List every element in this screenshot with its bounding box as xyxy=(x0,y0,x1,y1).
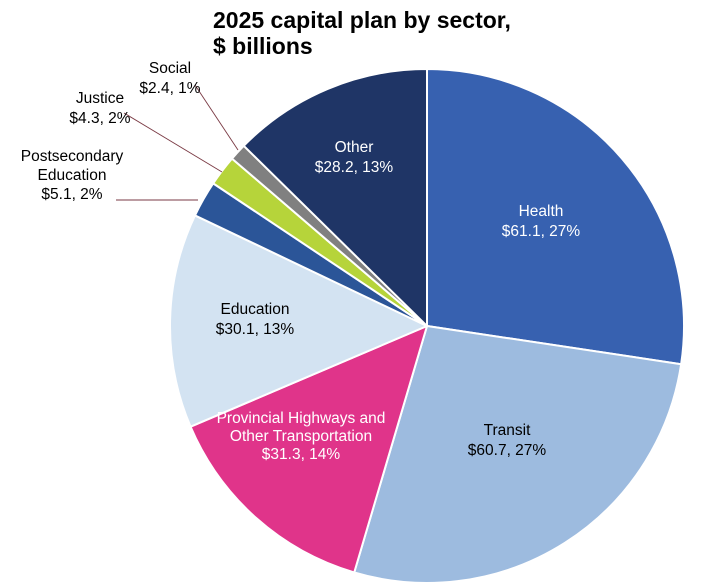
label-health: Health $61.1, 27% xyxy=(502,203,581,240)
chart-subtitle: $ billions xyxy=(213,33,313,59)
label-transit: Transit $60.7, 27% xyxy=(468,422,547,459)
label-postsecondary-education: Postsecondary Education $5.1, 2% xyxy=(21,148,124,203)
slice-education xyxy=(168,214,428,428)
label-provincial-highways-and-other-transportation: Provincial Highways and Other Transportat… xyxy=(217,410,386,463)
label-other: Other $28.2, 13% xyxy=(315,139,394,176)
pie-slices xyxy=(168,68,685,584)
slice-other xyxy=(242,68,428,327)
slice-health xyxy=(426,68,685,366)
slice-transit xyxy=(353,325,683,584)
label-justice: Justice $4.3, 2% xyxy=(69,90,130,127)
leader-line-social xyxy=(194,84,239,151)
slice-labels: Health $61.1, 27% Transit $60.7, 27% Provinc… xyxy=(21,60,581,463)
leader-line-justice xyxy=(123,112,223,173)
label-education: Education $30.1, 13% xyxy=(216,301,295,338)
leader-lines xyxy=(116,84,239,201)
label-social: Social $2.4, 1% xyxy=(139,60,200,97)
chart-title: 2025 capital plan by sector, xyxy=(213,7,511,33)
slice-provincial-highways-and-other-transportation xyxy=(189,325,428,574)
